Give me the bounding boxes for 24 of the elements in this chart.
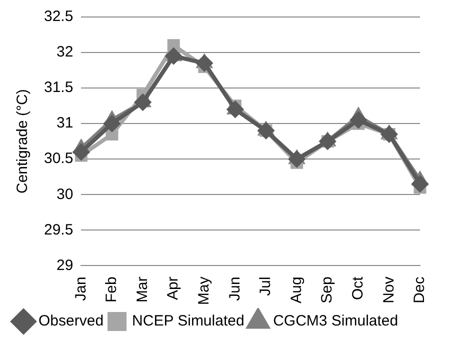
x-tick-label: May [196, 276, 213, 306]
y-tick-label: 32.5 [44, 8, 74, 26]
y-tick-label: 30 [56, 186, 74, 203]
y-tick-label: 31.5 [44, 79, 74, 96]
y-tick-label: 29.5 [44, 221, 74, 238]
x-tick-label: Jan [72, 276, 90, 301]
y-axis-title: Centigrade (°C) [14, 89, 32, 194]
x-tick-label: Dec [411, 276, 428, 304]
y-tick-label: 31 [56, 114, 74, 132]
x-tick-label: Aug [288, 276, 305, 304]
x-tick-label: Mar [134, 276, 151, 303]
y-tick-label: 29 [56, 256, 74, 274]
x-tick-label: Jul [257, 276, 274, 296]
x-tick-label: Apr [164, 276, 182, 300]
y-tick-label: 30.5 [44, 150, 74, 168]
legend-label: NCEP Simulated [132, 312, 244, 330]
y-tick-label: 32 [56, 44, 74, 61]
legend-label: CGCM3 Simulated [273, 312, 398, 330]
x-tick-label: Jun [226, 276, 244, 301]
x-tick-label: Nov [380, 276, 398, 304]
x-tick-label: Sep [318, 276, 336, 304]
x-tick-label: Oct [350, 276, 367, 300]
legend-label: Observed [38, 312, 104, 330]
x-tick-label: Feb [103, 276, 120, 303]
